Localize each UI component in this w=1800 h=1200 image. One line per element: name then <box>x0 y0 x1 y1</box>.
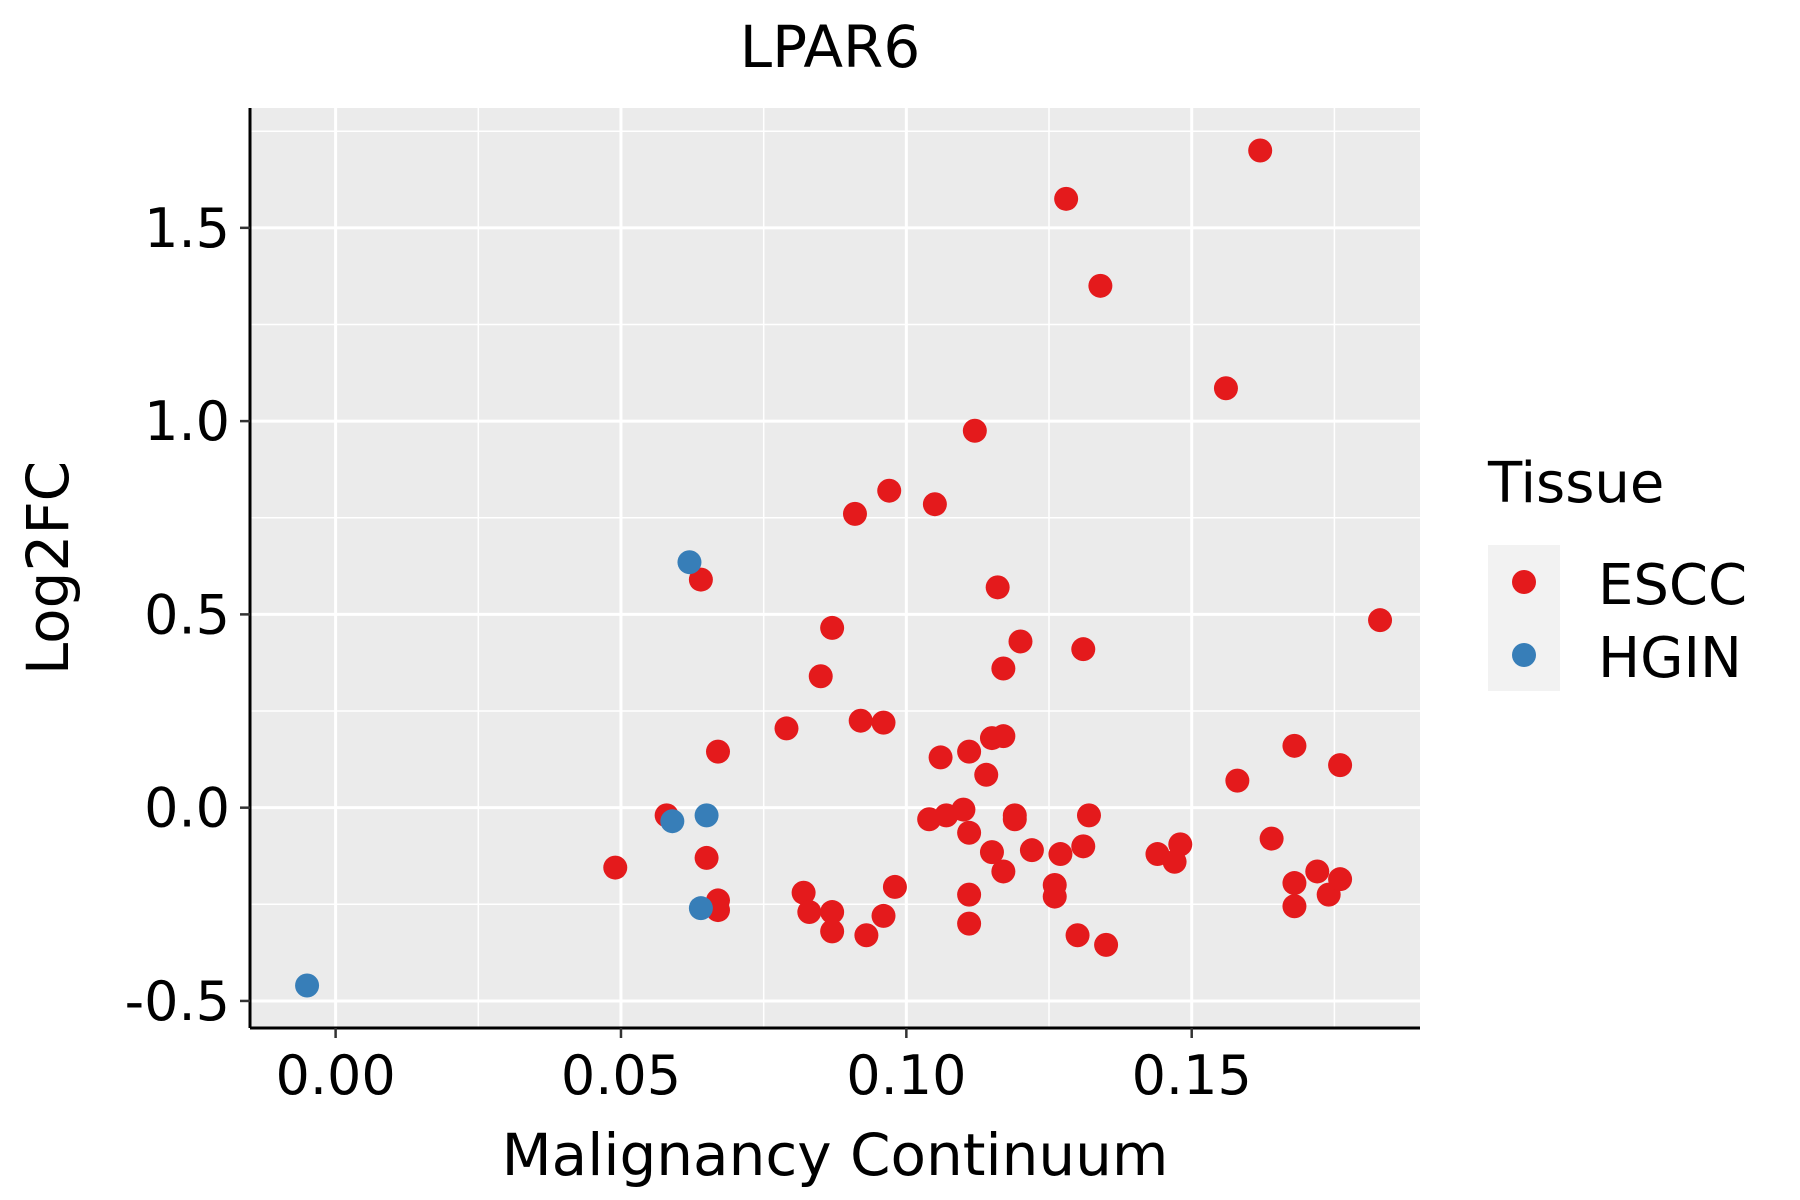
point-escc <box>951 797 976 822</box>
point-escc <box>882 874 907 899</box>
y-tick-label: 1.5 <box>144 197 230 260</box>
grid-lines <box>250 108 1420 1028</box>
point-escc <box>820 615 845 640</box>
y-axis-label: Log2FC <box>14 461 82 675</box>
point-escc <box>1368 608 1393 633</box>
point-escc <box>922 492 947 517</box>
point-escc <box>1065 923 1090 948</box>
point-escc <box>928 745 953 770</box>
point-hgin <box>694 803 719 828</box>
point-escc <box>1071 637 1096 662</box>
point-escc <box>1328 867 1353 892</box>
point-escc <box>1019 838 1044 863</box>
legend-label-hgin: HGIN <box>1598 626 1742 691</box>
point-escc <box>985 575 1010 600</box>
y-tick-label: 0.5 <box>144 583 230 646</box>
y-tick-label: 0.0 <box>144 777 230 840</box>
point-escc <box>706 739 730 764</box>
point-escc <box>974 762 999 787</box>
point-escc <box>1002 807 1027 832</box>
point-escc <box>1042 872 1067 897</box>
y-tick-label: -0.5 <box>125 970 230 1033</box>
y-tick-label: 1.0 <box>144 390 230 453</box>
x-axis-ticks: 0.00 0.05 0.10 0.15 <box>275 1028 1252 1107</box>
point-escc <box>1305 859 1330 884</box>
x-tick-label: 0.00 <box>275 1044 395 1107</box>
point-escc <box>842 501 867 526</box>
point-escc <box>957 911 982 936</box>
point-escc <box>1094 932 1119 957</box>
point-escc <box>1282 871 1307 896</box>
point-escc <box>820 919 845 944</box>
x-tick-label: 0.10 <box>846 1044 966 1107</box>
point-escc <box>1076 803 1101 828</box>
point-escc <box>1054 186 1079 211</box>
point-escc <box>1008 629 1033 654</box>
x-tick-label: 0.15 <box>1132 1044 1252 1107</box>
point-escc <box>1213 376 1238 401</box>
point-escc <box>991 859 1016 884</box>
point-escc <box>854 923 879 948</box>
point-hgin <box>660 809 685 834</box>
x-axis-label: Malignancy Continuum <box>502 1121 1169 1189</box>
legend-key-hgin <box>1512 643 1536 667</box>
point-escc <box>1168 832 1193 857</box>
legend-key-escc <box>1512 570 1536 594</box>
y-axis-ticks: -0.5 0.0 0.5 1.0 1.5 <box>125 197 250 1033</box>
point-escc <box>1282 733 1307 758</box>
point-escc <box>1048 842 1073 867</box>
point-escc <box>871 903 896 928</box>
point-escc <box>1071 834 1096 859</box>
point-escc <box>877 478 902 503</box>
point-escc <box>1328 753 1353 778</box>
point-escc <box>791 880 816 905</box>
point-escc <box>871 710 896 735</box>
point-hgin <box>688 896 713 921</box>
point-escc <box>774 716 799 741</box>
point-escc <box>1259 826 1284 851</box>
point-escc <box>1248 138 1273 163</box>
point-escc <box>694 845 719 870</box>
point-escc <box>1088 273 1113 298</box>
point-escc <box>808 664 833 689</box>
point-escc <box>688 567 713 592</box>
point-escc <box>991 656 1016 681</box>
point-hgin <box>677 550 702 575</box>
legend-label-escc: ESCC <box>1598 553 1747 618</box>
point-hgin <box>295 973 320 998</box>
legend: Tissue ESCC HGIN <box>1487 451 1747 691</box>
point-escc <box>957 820 982 845</box>
point-escc <box>1282 894 1307 919</box>
data-points <box>295 138 1393 998</box>
point-escc <box>957 882 982 907</box>
x-tick-label: 0.05 <box>561 1044 681 1107</box>
point-escc <box>957 739 982 764</box>
point-escc <box>962 418 987 443</box>
point-escc <box>820 900 845 925</box>
point-escc <box>979 840 1004 865</box>
legend-key-panel <box>1488 545 1560 691</box>
point-escc <box>848 708 873 733</box>
chart-title: LPAR6 <box>740 13 920 81</box>
point-escc <box>603 855 628 880</box>
plot-panel <box>250 108 1420 1028</box>
point-escc <box>1225 768 1250 793</box>
point-escc <box>797 900 822 925</box>
legend-title: Tissue <box>1487 451 1664 516</box>
point-escc <box>991 724 1016 749</box>
